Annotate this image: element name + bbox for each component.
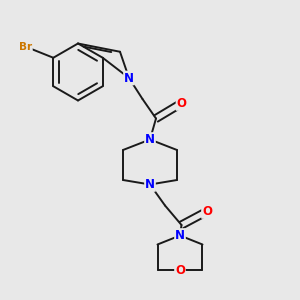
Text: O: O <box>175 263 185 277</box>
Text: N: N <box>145 178 155 191</box>
Text: O: O <box>176 97 187 110</box>
Text: O: O <box>202 205 212 218</box>
Text: Br: Br <box>19 42 32 52</box>
Text: N: N <box>175 229 185 242</box>
Text: N: N <box>145 133 155 146</box>
Text: N: N <box>124 71 134 85</box>
